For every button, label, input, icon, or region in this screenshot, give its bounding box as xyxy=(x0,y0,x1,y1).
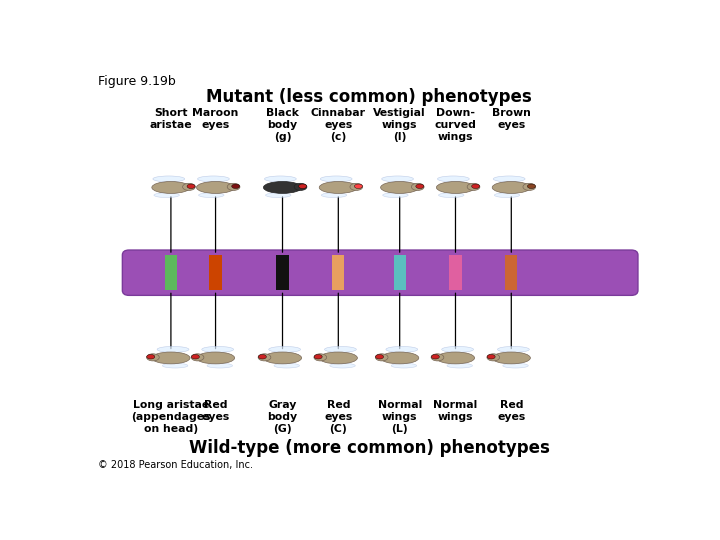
Text: Normal
wings: Normal wings xyxy=(433,400,477,422)
Text: Vestigial
wings
(l): Vestigial wings (l) xyxy=(374,109,426,143)
Ellipse shape xyxy=(321,193,347,198)
Ellipse shape xyxy=(495,193,520,198)
Text: Down-
curved
wings: Down- curved wings xyxy=(435,109,477,143)
Ellipse shape xyxy=(493,176,525,182)
Bar xyxy=(394,255,406,291)
Ellipse shape xyxy=(197,181,235,193)
Ellipse shape xyxy=(523,183,536,191)
Bar xyxy=(332,255,344,291)
Ellipse shape xyxy=(192,354,204,361)
Ellipse shape xyxy=(438,193,464,198)
Ellipse shape xyxy=(269,347,300,353)
Ellipse shape xyxy=(264,352,302,364)
Ellipse shape xyxy=(264,181,302,193)
Ellipse shape xyxy=(157,347,189,353)
Ellipse shape xyxy=(192,354,199,359)
Ellipse shape xyxy=(163,363,188,368)
Bar xyxy=(210,255,222,291)
Ellipse shape xyxy=(207,363,233,368)
Ellipse shape xyxy=(436,181,474,193)
Ellipse shape xyxy=(431,354,439,359)
Text: Cinnabar
eyes
(c): Cinnabar eyes (c) xyxy=(311,109,366,143)
Ellipse shape xyxy=(147,354,159,361)
Ellipse shape xyxy=(228,183,240,191)
Ellipse shape xyxy=(330,363,355,368)
Bar xyxy=(505,255,518,291)
Text: Maroon
eyes: Maroon eyes xyxy=(192,109,239,131)
Text: Wild-type (more common) phenotypes: Wild-type (more common) phenotypes xyxy=(189,439,549,457)
Ellipse shape xyxy=(383,193,408,198)
Ellipse shape xyxy=(447,363,472,368)
Ellipse shape xyxy=(467,183,480,191)
Text: Red
eyes
(C): Red eyes (C) xyxy=(324,400,352,434)
Ellipse shape xyxy=(314,354,322,359)
Ellipse shape xyxy=(391,363,417,368)
Ellipse shape xyxy=(376,354,384,359)
Ellipse shape xyxy=(183,183,195,191)
Ellipse shape xyxy=(147,354,155,359)
Ellipse shape xyxy=(319,181,357,193)
Ellipse shape xyxy=(386,347,418,353)
Ellipse shape xyxy=(492,181,531,193)
Text: Black
body
(g): Black body (g) xyxy=(266,109,299,143)
Ellipse shape xyxy=(436,352,474,364)
Ellipse shape xyxy=(258,354,266,359)
Ellipse shape xyxy=(258,354,271,361)
Bar xyxy=(276,255,289,291)
Ellipse shape xyxy=(199,193,224,198)
Ellipse shape xyxy=(197,352,235,364)
Ellipse shape xyxy=(381,181,419,193)
Ellipse shape xyxy=(294,183,307,191)
Ellipse shape xyxy=(441,347,474,353)
FancyBboxPatch shape xyxy=(122,250,638,295)
Bar xyxy=(449,255,462,291)
Text: Short
aristae: Short aristae xyxy=(150,109,192,131)
Ellipse shape xyxy=(503,363,528,368)
Ellipse shape xyxy=(202,347,233,353)
Ellipse shape xyxy=(472,184,480,188)
Ellipse shape xyxy=(381,352,419,364)
Ellipse shape xyxy=(320,176,352,182)
Text: Brown
eyes: Brown eyes xyxy=(492,109,531,131)
Text: Long aristae
(appendages
on head): Long aristae (appendages on head) xyxy=(131,400,211,434)
Ellipse shape xyxy=(266,193,291,198)
Ellipse shape xyxy=(232,184,240,188)
Ellipse shape xyxy=(382,176,413,182)
Text: Red
eyes: Red eyes xyxy=(498,400,526,422)
Ellipse shape xyxy=(264,176,297,182)
Ellipse shape xyxy=(197,176,230,182)
Text: Normal
wings
(L): Normal wings (L) xyxy=(377,400,422,434)
Ellipse shape xyxy=(528,184,536,188)
Ellipse shape xyxy=(492,352,531,364)
Ellipse shape xyxy=(299,184,307,188)
Ellipse shape xyxy=(438,176,469,182)
Bar xyxy=(165,255,177,291)
Ellipse shape xyxy=(154,193,179,198)
Ellipse shape xyxy=(354,184,362,188)
Ellipse shape xyxy=(325,347,356,353)
Ellipse shape xyxy=(431,354,444,361)
Text: Figure 9.19b: Figure 9.19b xyxy=(99,75,176,88)
Text: Red
eyes: Red eyes xyxy=(202,400,230,422)
Text: Gray
body
(G): Gray body (G) xyxy=(267,400,297,434)
Ellipse shape xyxy=(416,184,424,188)
Ellipse shape xyxy=(187,184,195,188)
Ellipse shape xyxy=(487,354,500,361)
Ellipse shape xyxy=(314,354,327,361)
Ellipse shape xyxy=(152,352,190,364)
Text: Mutant (less common) phenotypes: Mutant (less common) phenotypes xyxy=(206,87,532,106)
Text: © 2018 Pearson Education, Inc.: © 2018 Pearson Education, Inc. xyxy=(99,460,253,470)
Ellipse shape xyxy=(411,183,424,191)
Ellipse shape xyxy=(487,354,495,359)
Ellipse shape xyxy=(350,183,363,191)
Ellipse shape xyxy=(274,363,300,368)
Ellipse shape xyxy=(375,354,388,361)
Ellipse shape xyxy=(498,347,529,353)
Ellipse shape xyxy=(153,176,185,182)
Ellipse shape xyxy=(152,181,190,193)
Ellipse shape xyxy=(319,352,357,364)
